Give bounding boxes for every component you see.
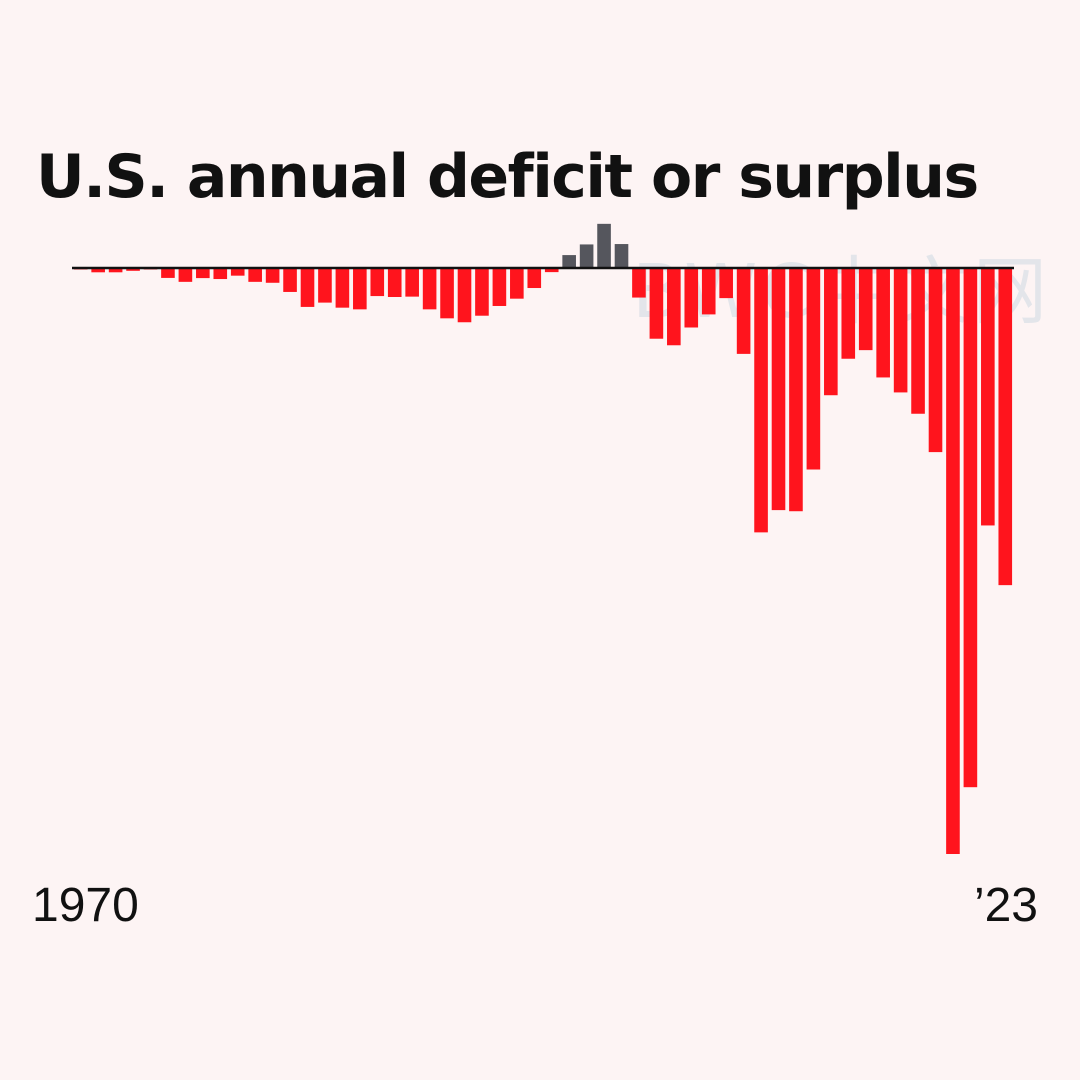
bar-2019 <box>928 268 943 453</box>
bar-1993 <box>475 268 489 316</box>
bar-2003 <box>649 268 664 339</box>
bar-1978 <box>213 268 228 280</box>
bar-1980 <box>248 268 262 282</box>
bar-2009 <box>754 268 768 533</box>
bar-1999 <box>579 244 594 268</box>
bar-2005 <box>684 268 699 328</box>
bar-1998 <box>562 255 576 268</box>
bar-2010 <box>771 268 786 511</box>
bar-1997 <box>544 268 559 273</box>
bar-1973 <box>126 268 140 271</box>
bar-2020 <box>946 268 960 854</box>
bar-2022 <box>981 268 995 526</box>
bar-2008 <box>736 268 751 354</box>
bar-2021 <box>963 268 978 788</box>
bar-2015 <box>858 268 873 351</box>
bar-2013 <box>824 268 838 396</box>
bar-1989 <box>405 268 419 297</box>
bar-1996 <box>527 268 542 289</box>
bar-2001 <box>614 244 629 268</box>
bar-1994 <box>492 268 507 306</box>
bar-1982 <box>283 268 297 292</box>
bar-1983 <box>300 268 315 307</box>
bar-2006 <box>701 268 716 315</box>
bar-1981 <box>265 268 280 283</box>
bars-group <box>73 223 1013 854</box>
bar-2023 <box>998 268 1013 586</box>
bar-1971 <box>91 268 105 273</box>
bar-1995 <box>510 268 524 299</box>
bar-2007 <box>719 268 733 299</box>
bar-1977 <box>196 268 210 279</box>
bar-1975 <box>161 268 175 278</box>
watermark: BWC中文网 <box>632 232 1051 339</box>
bar-1986 <box>353 268 367 310</box>
bar-1990 <box>422 268 437 310</box>
bar-1992 <box>457 268 472 323</box>
bar-2012 <box>806 268 821 470</box>
bar-2016 <box>876 268 890 378</box>
bar-1979 <box>230 268 245 276</box>
bar-1988 <box>387 268 402 297</box>
bar-2002 <box>632 268 646 298</box>
bar-2018 <box>911 268 925 414</box>
bar-2011 <box>789 268 803 512</box>
bar-1987 <box>370 268 385 297</box>
x-tick-label-start: 1970 <box>32 879 139 932</box>
bar-2004 <box>667 268 681 346</box>
chart-title: U.S. annual deficit or surplus <box>36 142 979 212</box>
x-tick-label-end: ’23 <box>973 879 1038 932</box>
bar-1991 <box>440 268 454 319</box>
bar-1985 <box>335 268 350 308</box>
bar-1972 <box>108 268 123 273</box>
bar-2014 <box>841 268 856 359</box>
bar-1976 <box>178 268 193 282</box>
bar-1984 <box>318 268 332 303</box>
bar-2017 <box>893 268 908 393</box>
bar-2000 <box>597 223 611 268</box>
